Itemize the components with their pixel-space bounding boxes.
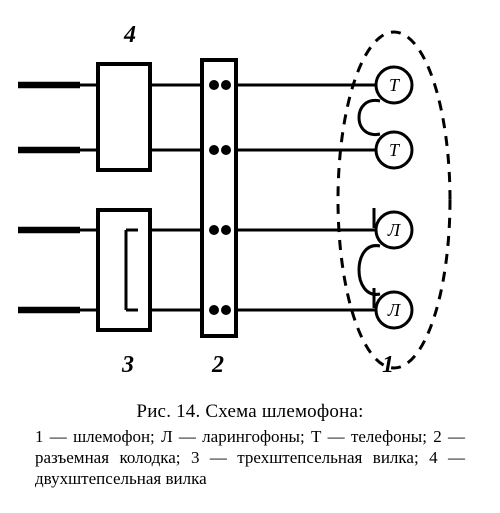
figure-title: Схема шлемофона: [205,401,363,422]
svg-text:4: 4 [123,22,136,48]
figure-legend: 1 — шлемофон; Л — ларингофоны; Т — телеф… [35,426,465,490]
svg-text:Л: Л [387,300,402,320]
svg-text:Л: Л [387,220,402,240]
svg-text:1: 1 [382,352,394,378]
figure-number: Рис. 14. [136,401,200,422]
svg-text:2: 2 [211,352,224,378]
schematic-diagram: ТТЛЛ4321 [0,0,500,400]
svg-text:3: 3 [121,352,134,378]
figure-caption: Рис. 14. Схема шлемофона: [20,400,480,424]
